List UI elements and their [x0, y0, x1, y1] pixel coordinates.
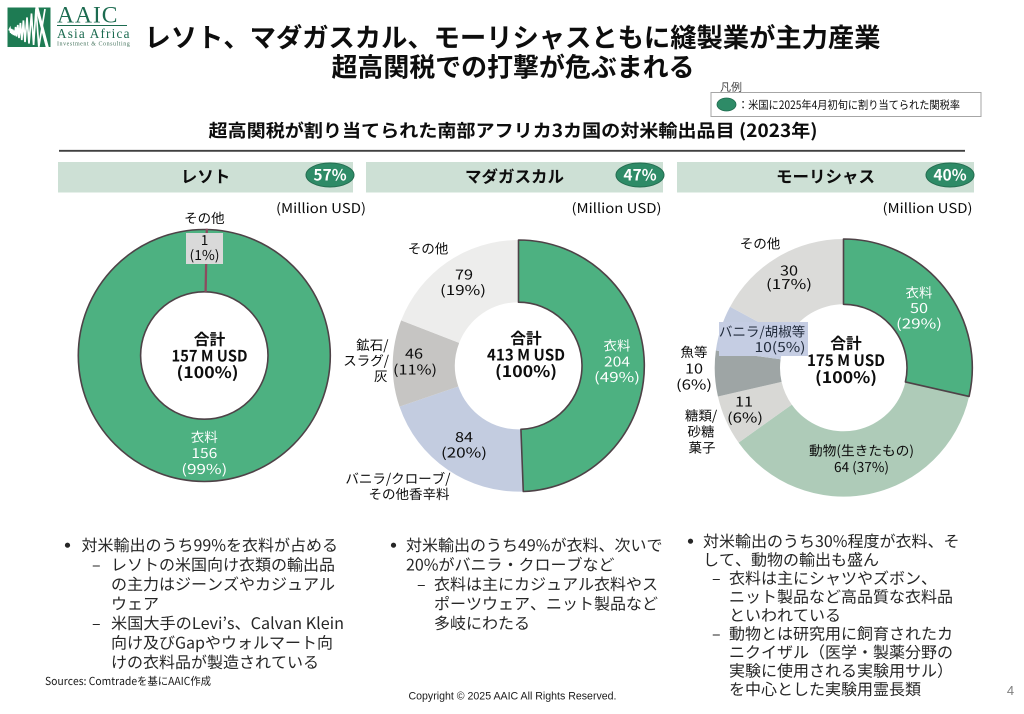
svg-text:Copyright © 2025 AAIC All Righ: Copyright © 2025 AAIC All Rights Reserve… — [408, 691, 616, 703]
svg-text:4: 4 — [1007, 683, 1014, 698]
svg-text:Investment & Consulting: Investment & Consulting — [57, 42, 130, 48]
svg-text:AAIC: AAIC — [57, 3, 118, 29]
svg-text:Asia Africa: Asia Africa — [57, 26, 131, 41]
